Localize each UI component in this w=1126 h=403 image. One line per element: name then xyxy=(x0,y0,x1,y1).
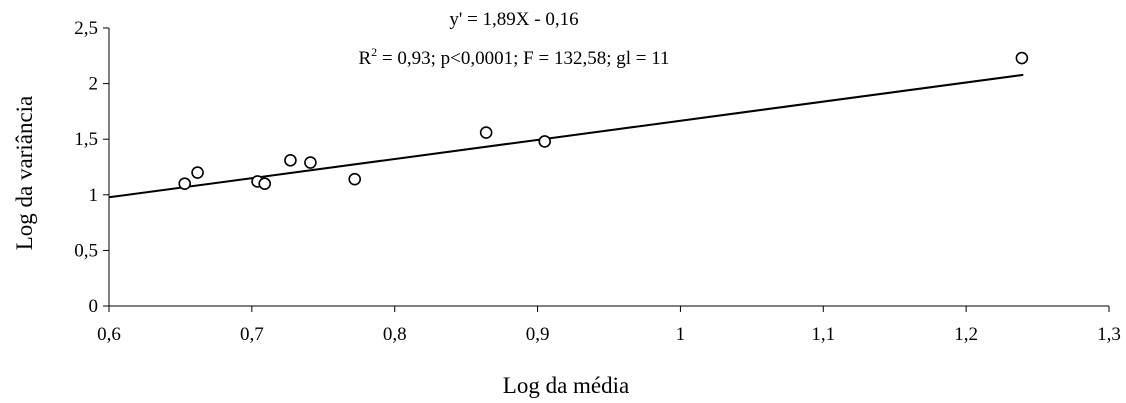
data-point xyxy=(479,126,493,139)
y-axis-ticks: 0 0,5 1 1,5 2 2,5 xyxy=(74,18,109,317)
statistics-label: R2 = 0,93; p<0,0001; F = 132,58; gl = 11 xyxy=(358,45,669,69)
x-tick-label: 0,8 xyxy=(383,324,407,345)
r-squared-superscript: 2 xyxy=(371,45,377,59)
x-axis-ticks: 0,6 0,7 0,8 0,9 1 1,1 1,2 1,3 xyxy=(97,306,1121,345)
trendline xyxy=(108,73,1024,199)
data-point xyxy=(284,154,297,167)
data-point xyxy=(178,177,192,190)
y-tick-label: 2,5 xyxy=(74,18,98,39)
x-tick-label: 1,1 xyxy=(811,324,835,345)
x-tick-label: 0,9 xyxy=(526,324,550,345)
x-tick-label: 1 xyxy=(676,324,686,345)
data-point xyxy=(304,156,317,169)
x-tick-label: 0,6 xyxy=(97,324,121,345)
data-point xyxy=(191,166,204,179)
data-point xyxy=(258,177,272,190)
data-points xyxy=(178,51,1029,190)
data-point xyxy=(348,172,362,186)
y-tick-label: 2 xyxy=(89,74,99,95)
x-axis-title: Log da média xyxy=(503,373,629,398)
data-point xyxy=(1015,51,1029,65)
x-tick-label: 0,7 xyxy=(240,324,264,345)
statistics-values: = 0,93; p<0,0001; F = 132,58; gl = 11 xyxy=(377,48,669,69)
y-tick-label: 1 xyxy=(89,185,99,206)
y-axis-title: Log da variância xyxy=(12,96,37,251)
x-tick-label: 1,2 xyxy=(954,324,978,345)
data-point xyxy=(538,135,552,148)
y-tick-label: 0 xyxy=(89,296,99,317)
x-tick-label: 1,3 xyxy=(1097,324,1121,345)
equation-label: y' = 1,89X - 0,16 xyxy=(449,9,578,30)
y-tick-label: 1,5 xyxy=(74,129,98,150)
axes xyxy=(108,28,1109,307)
y-tick-label: 0,5 xyxy=(74,240,98,261)
r-squared-symbol: R xyxy=(358,48,371,69)
